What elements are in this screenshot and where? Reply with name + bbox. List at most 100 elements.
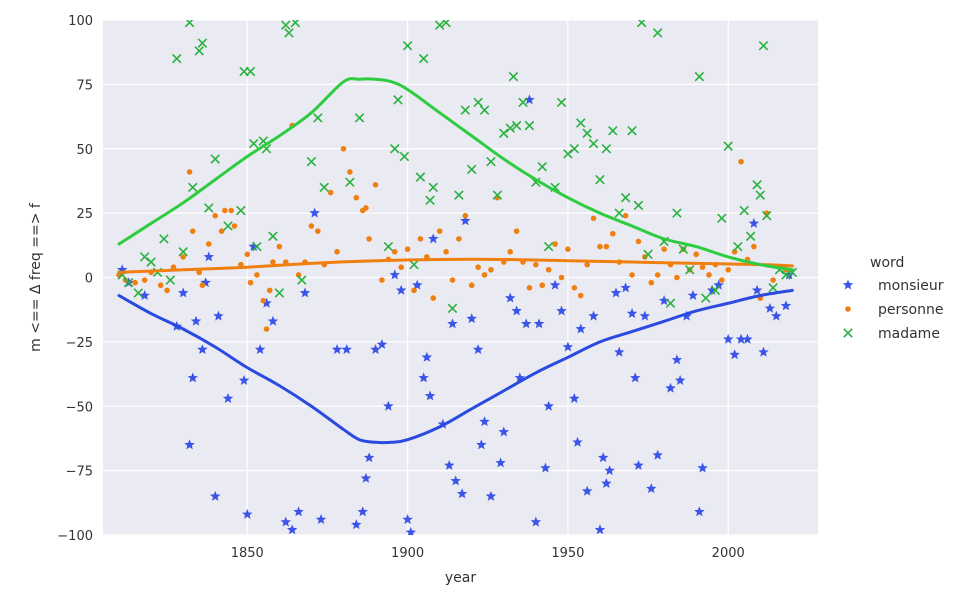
data-point-personne — [603, 243, 610, 250]
data-point-madame — [761, 210, 772, 221]
y-axis-label: m <== Δ freq ==> f — [28, 202, 44, 352]
data-point-madame — [466, 164, 477, 175]
data-point-madame — [313, 113, 323, 123]
legend-marker-monsieur — [842, 279, 854, 290]
data-point-madame — [188, 182, 198, 193]
data-point-madame — [123, 277, 134, 288]
data-points — [116, 20, 798, 535]
data-point-madame — [636, 20, 647, 28]
data-point-personne — [558, 274, 565, 281]
data-point-monsieur — [315, 514, 327, 524]
data-point-madame — [627, 125, 637, 136]
legend-marker-madame — [843, 328, 853, 338]
data-point-monsieur — [395, 284, 407, 295]
data-point-monsieur — [549, 279, 561, 290]
data-point-monsieur — [479, 416, 490, 427]
trend-lines — [117, 77, 794, 445]
data-point-personne — [770, 277, 776, 283]
data-point-monsieur — [706, 284, 718, 295]
data-point-madame — [354, 113, 365, 123]
data-point-monsieur — [665, 382, 676, 393]
data-point-monsieur — [630, 372, 641, 383]
data-point-madame — [399, 151, 410, 162]
data-point-madame — [665, 298, 676, 309]
data-point-personne — [526, 285, 533, 291]
data-point-madame — [643, 249, 653, 260]
data-point-monsieur — [363, 452, 375, 463]
data-point-madame — [608, 125, 618, 136]
data-point-madame — [614, 208, 624, 218]
data-point-monsieur — [203, 251, 215, 262]
data-point-madame — [415, 172, 426, 182]
data-point-personne — [590, 215, 597, 222]
data-point-monsieur — [261, 297, 272, 308]
data-point-personne — [353, 194, 360, 201]
data-point-madame — [473, 97, 483, 108]
trend-line-madame — [117, 77, 794, 272]
data-point-madame — [781, 270, 791, 280]
data-point-madame — [197, 38, 208, 48]
data-point-monsieur — [626, 308, 638, 318]
series-madame — [117, 20, 798, 314]
data-point-monsieur — [424, 390, 436, 401]
data-point-madame — [306, 156, 317, 167]
data-point-monsieur — [601, 478, 612, 488]
data-point-monsieur — [543, 400, 554, 411]
data-point-monsieur — [735, 333, 747, 344]
data-point-madame — [678, 244, 689, 254]
data-point-personne — [629, 272, 635, 278]
data-point-madame — [524, 120, 535, 131]
data-point-personne — [693, 251, 699, 258]
data-point-personne — [468, 282, 475, 289]
data-point-monsieur — [466, 313, 477, 324]
data-point-madame — [582, 128, 592, 139]
data-point-personne — [661, 246, 667, 252]
grid — [103, 19, 818, 536]
y-tick-label: −100 — [57, 529, 93, 544]
data-point-madame — [204, 203, 214, 213]
data-point-monsieur — [514, 372, 526, 383]
data-point-monsieur — [697, 462, 708, 473]
data-point-personne — [443, 248, 449, 255]
data-point-personne — [379, 277, 385, 283]
data-point-monsieur — [360, 472, 372, 483]
trend-line-monsieur — [117, 288, 794, 445]
data-point-personne — [391, 248, 398, 255]
data-point-personne — [699, 264, 706, 271]
data-point-madame — [454, 190, 464, 200]
data-point-madame — [543, 241, 554, 252]
data-point-madame — [268, 231, 278, 242]
data-point-personne — [206, 241, 212, 247]
data-point-monsieur — [402, 514, 413, 524]
data-point-madame — [652, 28, 663, 38]
data-point-personne — [189, 228, 196, 234]
data-point-madame — [575, 118, 586, 128]
data-point-monsieur — [620, 282, 631, 293]
y-tick-label: −75 — [66, 465, 93, 480]
data-point-madame — [537, 162, 548, 172]
data-point-personne — [533, 261, 539, 268]
data-point-personne — [552, 241, 558, 247]
data-point-madame — [146, 257, 156, 267]
data-point-madame — [194, 46, 204, 56]
legend-item-monsieur: monsieur — [842, 278, 944, 294]
data-point-madame — [210, 154, 220, 164]
data-point-madame — [418, 53, 429, 64]
data-point-madame — [755, 190, 766, 200]
data-point-monsieur — [254, 344, 266, 355]
x-tick-label: 2000 — [712, 546, 745, 561]
data-point-monsieur — [729, 349, 740, 360]
data-point-monsieur — [117, 264, 128, 275]
data-point-personne — [363, 205, 369, 211]
data-point-monsieur — [222, 393, 234, 403]
data-point-personne — [597, 243, 603, 250]
data-point-monsieur — [646, 483, 657, 494]
legend-label: monsieur — [878, 278, 944, 294]
data-point-madame — [184, 20, 195, 28]
data-point-monsieur — [280, 516, 291, 527]
data-point-monsieur — [299, 287, 311, 298]
data-point-monsieur — [771, 310, 782, 321]
data-point-madame — [768, 283, 778, 293]
data-point-monsieur — [177, 287, 189, 298]
y-tick-label: 25 — [76, 207, 93, 222]
